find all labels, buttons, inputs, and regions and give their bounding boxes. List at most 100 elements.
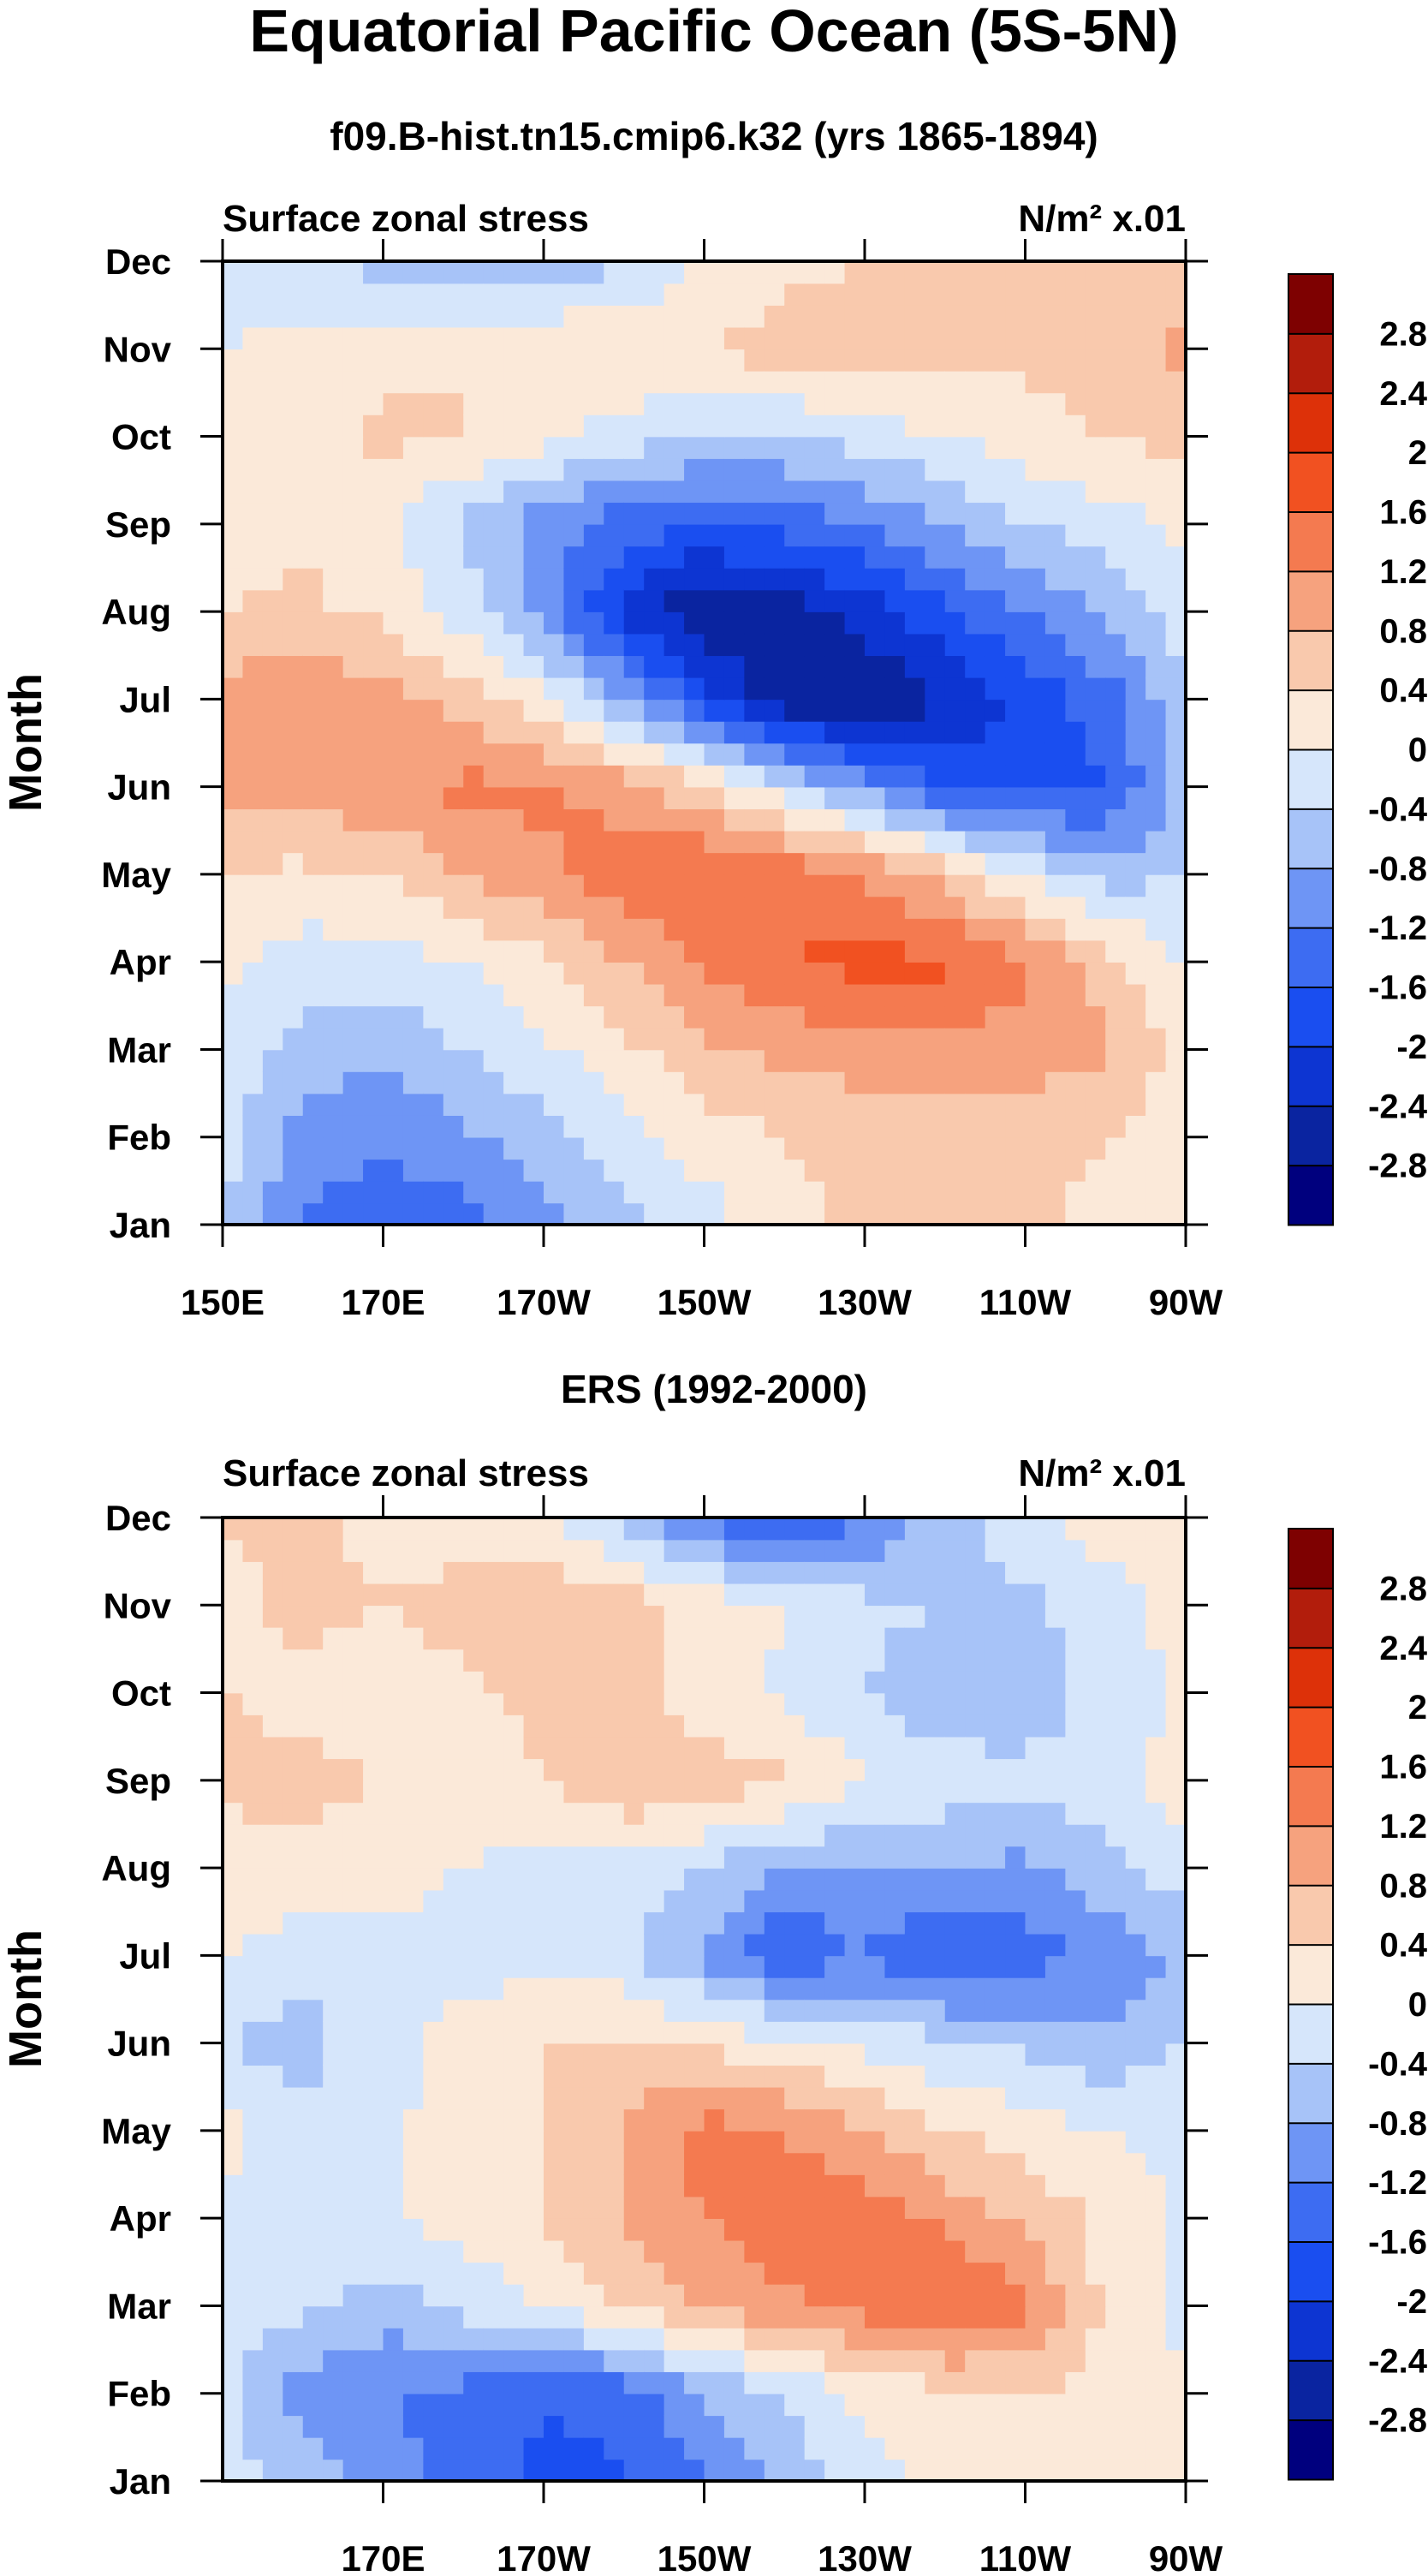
heatmap-cell (563, 1202, 585, 1225)
heatmap-cell (865, 480, 886, 504)
heatmap-cell (363, 370, 384, 394)
heatmap-cell (283, 1202, 304, 1225)
heatmap-cell (884, 1583, 906, 1607)
heatmap-cell (402, 1005, 425, 1029)
heatmap-cell (463, 2065, 485, 2088)
heatmap-cell (944, 1999, 966, 2022)
heatmap-cell (443, 786, 465, 810)
heatmap-cell (483, 2415, 504, 2438)
heatmap-cell (965, 1911, 986, 1935)
heatmap-cell (323, 1626, 344, 1650)
heatmap-cell (965, 1539, 986, 1562)
heatmap-cell (1025, 1049, 1046, 1072)
heatmap-cell (223, 414, 244, 438)
heatmap-cell (684, 1136, 705, 1160)
heatmap-cell (985, 2239, 1006, 2263)
heatmap-cell (704, 2415, 725, 2438)
heatmap-cell (1165, 1093, 1187, 1116)
heatmap-cell (884, 2152, 906, 2175)
heatmap-cell (1065, 2152, 1086, 2175)
heatmap-cell (844, 699, 866, 722)
heatmap-cell (704, 2262, 725, 2285)
heatmap-cell (483, 458, 504, 481)
heatmap-cell (704, 326, 725, 350)
heatmap-cell (824, 1823, 846, 1847)
heatmap-cell (764, 1518, 786, 1541)
heatmap-cell (784, 874, 806, 897)
heatmap-cell (764, 1049, 786, 1072)
heatmap-cell (1065, 742, 1086, 766)
heatmap-cell (663, 2108, 685, 2132)
heatmap-cell (925, 1136, 946, 1160)
heatmap-cell (884, 546, 906, 569)
heatmap-cell (804, 523, 825, 547)
heatmap-cell (1125, 349, 1146, 372)
heatmap-cell (824, 283, 846, 306)
heatmap-cell (363, 1180, 384, 1204)
heatmap-cell (262, 1736, 284, 1760)
heatmap-cell (865, 305, 886, 328)
heatmap-cell (663, 2349, 685, 2372)
colorbar-swatch (1288, 1824, 1334, 1887)
heatmap-cell (944, 1115, 966, 1138)
heatmap-cell (443, 546, 465, 569)
heatmap-cell (1085, 1933, 1107, 1957)
heatmap-cell (925, 326, 946, 350)
heatmap-cell (663, 1670, 685, 1694)
heatmap-cell (1025, 2086, 1046, 2110)
heatmap-cell (262, 1758, 284, 1781)
heatmap-cell (684, 2328, 705, 2351)
heatmap-cell (684, 1518, 705, 1541)
heatmap-cell (904, 852, 926, 875)
heatmap-cell (965, 786, 986, 810)
heatmap-cell (1025, 283, 1046, 306)
heatmap-cell (383, 546, 404, 569)
heatmap-cell (604, 2415, 625, 2438)
heatmap-cell (784, 808, 806, 832)
heatmap-cell (865, 1626, 886, 1650)
heatmap-cell (1105, 546, 1127, 569)
heatmap-cell (443, 2371, 465, 2394)
heatmap-cell (423, 918, 444, 941)
heatmap-cell (283, 742, 304, 766)
heatmap-cell (283, 1539, 304, 1562)
heatmap-cell (644, 1049, 665, 1072)
heatmap-cell (262, 1561, 284, 1584)
heatmap-cell (985, 808, 1006, 832)
heatmap-cell (1145, 1670, 1167, 1694)
heatmap-cell (884, 349, 906, 372)
heatmap-cell (483, 1977, 504, 2001)
heatmap-cell (383, 2130, 404, 2154)
heatmap-cell (865, 2218, 886, 2241)
heatmap-cell (1025, 2415, 1046, 2438)
heatmap-cell (1125, 2305, 1146, 2329)
heatmap-cell (583, 2371, 605, 2394)
heatmap-cell (402, 1714, 425, 1738)
heatmap-cell (744, 2328, 765, 2351)
heatmap-cell (663, 1649, 685, 1672)
heatmap-cell (1165, 742, 1187, 766)
heatmap-cell (563, 786, 585, 810)
heatmap-cell (865, 2196, 886, 2219)
heatmap-cell (262, 458, 284, 481)
heatmap-cell (1165, 677, 1187, 701)
heatmap-cell (865, 414, 886, 438)
heatmap-cell (583, 2459, 605, 2482)
heatmap-cell (925, 305, 946, 328)
heatmap-cell (784, 1605, 806, 1628)
heatmap-cell (1005, 983, 1026, 1007)
heatmap-cell (844, 830, 866, 854)
heatmap-cell (323, 1999, 344, 2022)
heatmap-cell (503, 2065, 525, 2088)
heatmap-cell (663, 1202, 685, 1225)
heatmap-cell (784, 349, 806, 372)
heatmap-cell (644, 1027, 665, 1051)
heatmap-cell (1145, 1933, 1167, 1957)
heatmap-cell (283, 2393, 304, 2417)
heatmap-cell (1025, 1933, 1046, 1957)
heatmap-cell (824, 1736, 846, 1760)
heatmap-cell (1005, 2065, 1026, 2088)
heatmap-cell (544, 830, 565, 854)
heatmap-cell (704, 1802, 725, 1825)
heatmap-cell (824, 546, 846, 569)
